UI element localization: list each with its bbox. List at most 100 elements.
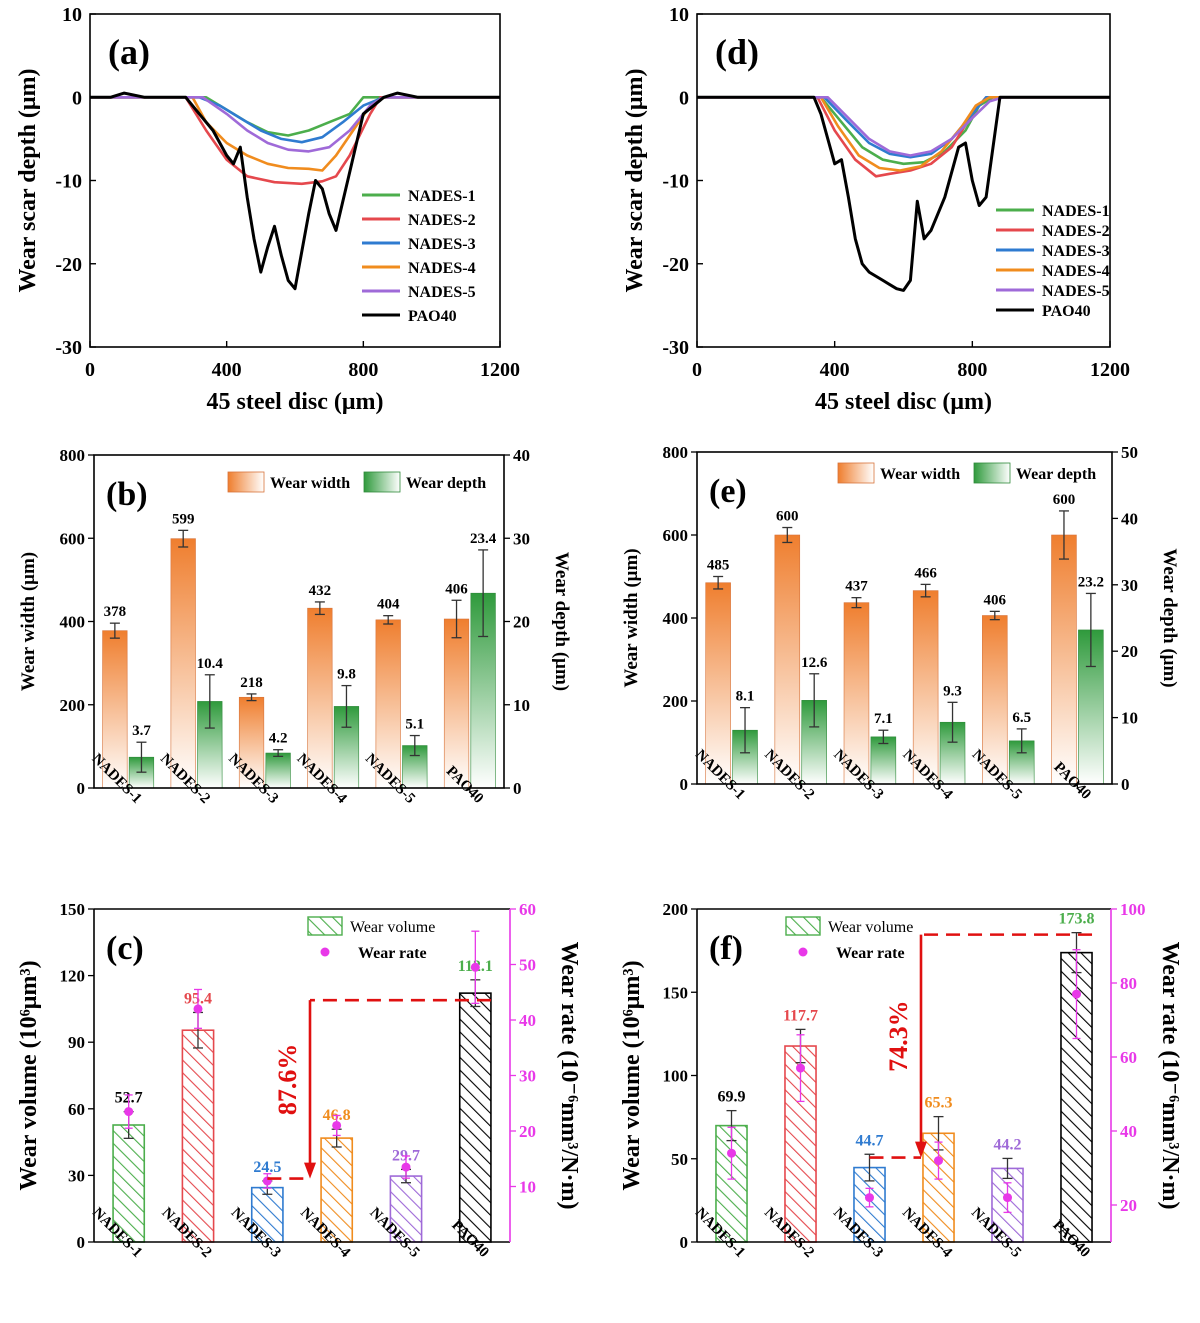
- y-tick-label: 50: [671, 1150, 688, 1169]
- bar-volume-nades-3: [250, 1186, 284, 1243]
- rate-point-pao40: [470, 962, 480, 972]
- y-tick-label: -20: [55, 254, 82, 276]
- data-label-width: 432: [309, 583, 332, 599]
- y2-tick-label: 60: [1120, 1048, 1137, 1067]
- legend-swatch-volume: [785, 916, 821, 936]
- y-tick-label: 800: [60, 446, 86, 465]
- rate-point-nades-1: [124, 1107, 134, 1117]
- bar-volume-nades-4: [320, 1137, 354, 1243]
- y2-tick-label: 100: [1120, 900, 1146, 919]
- x-tick-label: 400: [820, 359, 850, 381]
- legend-label: NADES-3: [408, 236, 476, 253]
- legend-swatch-depth: [973, 462, 1011, 484]
- data-label-width: 218: [240, 675, 263, 691]
- data-label-volume: 44.2: [994, 1136, 1022, 1153]
- y-tick-label: 200: [663, 900, 689, 919]
- annotation-arrowhead: [915, 1141, 927, 1158]
- legend-label: NADES-3: [1042, 243, 1110, 260]
- y2-tick-label: 0: [1121, 775, 1130, 794]
- y-tick-label: 600: [663, 526, 689, 545]
- data-label-width: 378: [104, 604, 127, 620]
- y2-axis-title: Wear rate (10⁻⁶mm³/N·m): [1157, 942, 1183, 1210]
- data-label-depth: 3.7: [132, 723, 151, 739]
- panel-label: (c): [106, 930, 144, 967]
- data-label-volume: 65.3: [925, 1095, 953, 1112]
- rate-point-nades-3: [865, 1193, 874, 1203]
- annotation-percent: 74.3%: [884, 1000, 913, 1072]
- legend-label: NADES-1: [1042, 203, 1110, 220]
- y2-tick-label: 20: [1121, 642, 1138, 661]
- data-label-depth: 4.2: [269, 731, 288, 747]
- y2-tick-label: 80: [1120, 974, 1137, 993]
- y-tick-label: 600: [60, 529, 86, 548]
- data-label-depth: 9.3: [943, 683, 962, 699]
- y2-tick-label: 60: [519, 900, 536, 919]
- data-label-depth: 8.1: [736, 689, 755, 705]
- bar-width-pao40: [1051, 534, 1077, 785]
- bar-volume-nades-2: [181, 1029, 215, 1243]
- y2-tick-label: 30: [513, 529, 530, 548]
- y-tick-label: -10: [55, 171, 82, 193]
- rate-point-nades-5: [1003, 1193, 1012, 1203]
- panel-label: (b): [106, 476, 148, 513]
- bar-width-nades-4: [912, 590, 939, 785]
- y-tick-label: 400: [663, 609, 689, 628]
- y-tick-label: -30: [55, 337, 82, 359]
- y-axis-title: Wear width (μm): [621, 548, 642, 687]
- data-label-depth: 7.1: [874, 711, 893, 727]
- data-label-width: 406: [984, 592, 1007, 608]
- y-tick-label: 0: [77, 779, 86, 798]
- legend-label: NADES-5: [1042, 283, 1110, 300]
- data-label-width: 599: [172, 511, 195, 527]
- panel-label: (e): [709, 473, 747, 510]
- legend-label: PAO40: [408, 308, 457, 325]
- data-label-width: 406: [445, 581, 468, 597]
- rate-point-nades-2: [796, 1063, 805, 1073]
- y-tick-label: -20: [662, 254, 689, 276]
- bar-width-nades-1: [705, 582, 731, 785]
- bar-width-nades-5: [982, 615, 1008, 785]
- legend-label: Wear volume: [828, 919, 913, 936]
- y2-tick-label: 40: [1121, 509, 1138, 528]
- bar-width-nades-2: [774, 534, 801, 785]
- legend-label: NADES-2: [1042, 223, 1110, 240]
- bar-volume-pao40: [458, 992, 492, 1243]
- y2-tick-label: 50: [519, 956, 536, 975]
- y2-tick-label: 40: [519, 1011, 536, 1030]
- y2-tick-label: 10: [519, 1178, 536, 1197]
- y-tick-label: 0: [72, 87, 82, 109]
- panel-f: 69.9NADES-1117.7NADES-244.7NADES-365.3NA…: [619, 900, 1183, 1261]
- legend-swatch-depth: [363, 471, 401, 493]
- rate-point-nades-5: [401, 1162, 411, 1172]
- data-label-volume: 44.7: [856, 1132, 884, 1149]
- x-tick-label: 800: [957, 359, 987, 381]
- y2-tick-label: 10: [513, 696, 530, 715]
- data-label-depth: 23.2: [1078, 574, 1104, 590]
- rate-point-nades-4: [332, 1120, 342, 1130]
- bar-width-pao40: [443, 618, 470, 789]
- y-tick-label: 150: [60, 900, 86, 919]
- data-label-volume: 173.8: [1059, 911, 1095, 928]
- panel-a: 0 400 800 1200 10 0 -10 -20 -30 45 steel disc (μm…: [15, 4, 520, 415]
- data-label-volume: 24.5: [253, 1159, 281, 1176]
- y2-tick-label: 20: [1120, 1196, 1137, 1215]
- legend-label: Wear width: [880, 466, 960, 483]
- data-label-depth: 10.4: [197, 656, 224, 672]
- legend-label: NADES-5: [408, 284, 476, 301]
- data-label-volume: 117.7: [783, 1007, 818, 1024]
- data-label-width: 404: [377, 597, 400, 613]
- panel-d: 0 400 800 1200 10 0 -10 -20 -30 45 steel disc (μm…: [622, 4, 1130, 415]
- y2-tick-label: 30: [519, 1067, 536, 1086]
- y-tick-label: 30: [68, 1166, 85, 1185]
- legend-label: Wear depth: [406, 475, 486, 492]
- annotation-percent: 87.6%: [273, 1044, 302, 1116]
- legend-label: NADES-1: [408, 188, 476, 205]
- legend-swatch-volume: [307, 916, 343, 936]
- legend-swatch-width: [227, 471, 265, 493]
- y-tick-label: 100: [663, 1067, 689, 1086]
- y2-tick-label: 40: [1120, 1122, 1137, 1141]
- y2-tick-label: 50: [1121, 443, 1138, 462]
- bar-width-nades-4: [307, 607, 333, 789]
- panel-b: 3783.7NADES-159910.4NADES-22184.2NADES-3…: [18, 446, 572, 807]
